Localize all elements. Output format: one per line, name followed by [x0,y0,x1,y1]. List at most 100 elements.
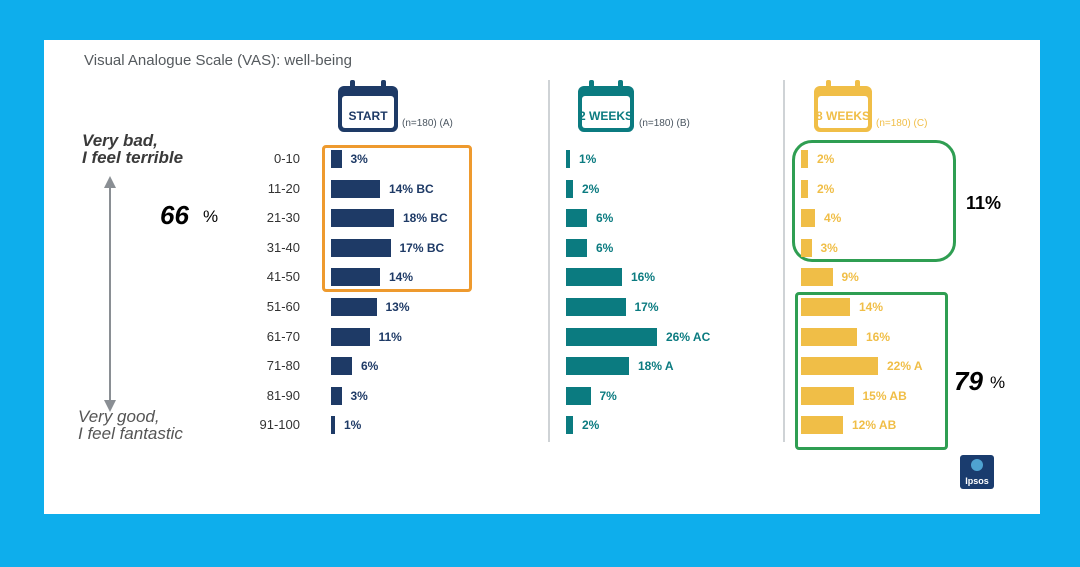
bar-value-label-start: 3% [350,152,368,166]
category-label: 91-100 [259,417,300,433]
bar-value-label-weeks8: 9% [841,270,859,285]
scale-top-line2: I feel terrible [82,148,184,167]
category-label: 31-40 [266,239,300,255]
bar-value-label-weeks8: 16% [866,329,891,344]
category-label: 61-70 [266,328,300,344]
bar-start [331,298,377,316]
bar-start [331,179,380,198]
bar-weeks2 [566,150,570,168]
bar-weeks2 [566,386,591,405]
bar-value-label-weeks8: 4% [824,211,842,226]
calendar-start-shape [338,80,398,132]
start-negative-highlight-box [322,145,472,292]
bar-weeks8 [801,150,808,168]
right-bottom-highlight-sign: % [990,373,1006,392]
bar-value-label-weeks8: 3% [820,240,838,255]
left-highlight-pct: 66 [160,200,189,230]
bar-start [331,416,335,435]
8weeks-n-label: (n=180) (C) [876,118,928,129]
bar-value-label-weeks2: 6% [596,240,614,255]
bar-weeks8 [801,268,833,287]
bar-value-label-weeks2: 18% A [638,359,674,374]
bar-value-label-start: 11% [378,329,402,344]
scale-bottom-line2: I feel fantastic [78,424,183,443]
category-label: 41-50 [266,269,300,285]
bar-start [331,268,380,287]
column-divider-2 [783,80,785,442]
calendar-8weeks-icon: 8 WEEKS [812,78,874,134]
ipsos-logo: Ipsos [960,455,994,489]
bar-weeks2 [566,357,629,376]
bar-weeks8 [801,416,843,435]
bar-weeks2 [566,268,622,287]
bar-value-label-weeks8: 14% [859,300,884,314]
bar-value-label-start: 3% [350,388,368,403]
category-label: 11-20 [267,180,300,196]
bar-weeks8 [801,298,850,316]
bar-start [331,357,352,376]
bar-value-label-weeks8: 22% A [887,359,923,374]
calendar-2weeks-label: 2 WEEKS [578,109,633,123]
bar-start [331,386,342,405]
calendar-start-label: START [348,109,388,123]
bar-start [331,209,394,228]
bar-weeks2 [566,179,573,198]
bar-value-label-start: 1% [344,418,362,433]
bar-weeks8 [801,179,808,198]
calendar-8weeks-shape [814,80,872,132]
2weeks-n-label: (n=180) (B) [639,118,690,129]
bar-weeks2 [566,327,657,346]
bar-value-label-weeks8: 2% [817,152,835,166]
8weeks-positive-highlight-box [795,292,948,450]
bar-weeks8 [801,386,854,405]
bar-value-label-start: 14% [389,270,414,285]
left-highlight-sign: % [203,207,219,226]
calendar-2weeks-icon: 2 WEEKS [576,78,636,134]
bar-weeks8 [801,209,815,228]
bar-weeks8 [801,238,812,257]
scale-arrow [104,176,116,412]
scale-bottom-label: Very good, I feel fantastic [78,408,183,442]
bar-value-label-start: 17% BC [399,240,445,255]
bar-value-label-weeks2: 2% [582,181,600,196]
category-label: 0-10 [273,151,300,166]
bar-value-label-weeks2: 26% AC [666,329,711,344]
scale-bottom-line1: Very good, [78,407,160,426]
bar-start [331,327,370,346]
calendar-start-icon: START [336,78,400,134]
bar-value-label-weeks2: 6% [596,211,614,226]
bar-value-label-start: 18% BC [403,211,448,226]
bar-value-label-weeks8: 2% [817,181,835,196]
chart-title: Visual Analogue Scale (VAS): well-being [84,52,352,69]
category-label: 81-90 [266,387,300,403]
scale-arrow-down-head [104,400,116,412]
category-label: 71-80 [266,358,300,374]
calendar-8weeks-label: 8 WEEKS [815,109,870,123]
bar-value-label-weeks2: 2% [582,418,600,433]
scale-arrow-up-head [104,176,116,188]
bar-value-label-weeks8: 12% AB [852,418,897,433]
right-bottom-highlight-pct: 79 [954,366,983,396]
bar-weeks2 [566,298,626,316]
bar-value-label-weeks2: 16% [631,270,656,285]
ipsos-logo-mark [971,459,983,471]
bar-value-label-weeks2: 7% [599,388,617,403]
bar-weeks2 [566,209,587,228]
bar-value-label-weeks2: 1% [579,152,597,166]
bar-value-label-start: 6% [361,359,379,374]
calendar-2weeks-shape [578,80,634,132]
bar-start [331,238,391,257]
ipsos-logo-text: Ipsos [965,476,989,486]
bar-value-label-weeks8: 15% AB [862,388,907,403]
bar-weeks8 [801,357,878,376]
right-top-highlight-pct: 11% [966,193,1002,213]
bar-weeks2 [566,416,573,435]
bar-weeks2 [566,238,587,257]
category-label: 21-30 [266,210,300,226]
8weeks-negative-highlight-box [792,140,956,262]
chart-card [44,40,1040,514]
scale-top-label: Very bad, I feel terrible [82,132,183,166]
bar-weeks8 [801,327,857,346]
bar-value-label-start: 13% [385,300,410,314]
bar-value-label-start: 14% BC [389,181,434,196]
